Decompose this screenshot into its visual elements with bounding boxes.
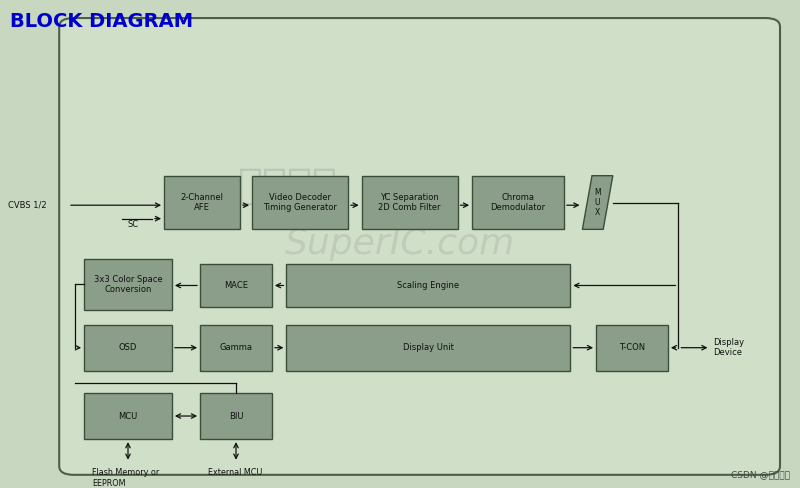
Text: Display
Device: Display Device <box>714 338 745 357</box>
Polygon shape <box>582 176 613 229</box>
Text: External MCU: External MCU <box>208 468 262 477</box>
FancyBboxPatch shape <box>472 176 564 229</box>
FancyBboxPatch shape <box>252 176 348 229</box>
Text: 芯智云城: 芯智云城 <box>238 164 338 206</box>
Text: Video Decoder
Timing Generator: Video Decoder Timing Generator <box>263 193 337 212</box>
FancyBboxPatch shape <box>200 325 272 371</box>
Text: CSDN @芯智雲城: CSDN @芯智雲城 <box>731 470 790 479</box>
Text: YC Separation
2D Comb Filter: YC Separation 2D Comb Filter <box>378 193 441 212</box>
Text: MACE: MACE <box>224 281 248 290</box>
Text: SC: SC <box>128 220 139 229</box>
FancyBboxPatch shape <box>286 325 570 371</box>
Text: BIU: BIU <box>229 411 243 421</box>
Text: T-CON: T-CON <box>619 343 645 352</box>
Text: OSD: OSD <box>119 343 137 352</box>
FancyBboxPatch shape <box>84 393 172 439</box>
Text: Chroma
Demodulator: Chroma Demodulator <box>490 193 546 212</box>
Text: CVBS 1/2: CVBS 1/2 <box>8 201 46 210</box>
FancyBboxPatch shape <box>286 264 570 307</box>
Text: BLOCK DIAGRAM: BLOCK DIAGRAM <box>10 12 194 31</box>
Text: MCU: MCU <box>118 411 138 421</box>
FancyBboxPatch shape <box>596 325 668 371</box>
Text: 3x3 Color Space
Conversion: 3x3 Color Space Conversion <box>94 275 162 294</box>
Text: SuperIC.com: SuperIC.com <box>285 227 515 261</box>
Text: Scaling Engine: Scaling Engine <box>398 281 459 290</box>
Text: Gamma: Gamma <box>219 343 253 352</box>
FancyBboxPatch shape <box>84 259 172 310</box>
FancyBboxPatch shape <box>200 264 272 307</box>
FancyBboxPatch shape <box>362 176 458 229</box>
FancyBboxPatch shape <box>200 393 272 439</box>
FancyBboxPatch shape <box>84 325 172 371</box>
Text: Display Unit: Display Unit <box>403 343 454 352</box>
Text: 2-Channel
AFE: 2-Channel AFE <box>181 193 223 212</box>
Text: Flash Memory or
EEPROM: Flash Memory or EEPROM <box>92 468 159 488</box>
Text: M
U
X: M U X <box>594 187 601 218</box>
FancyBboxPatch shape <box>164 176 240 229</box>
FancyBboxPatch shape <box>59 18 780 475</box>
